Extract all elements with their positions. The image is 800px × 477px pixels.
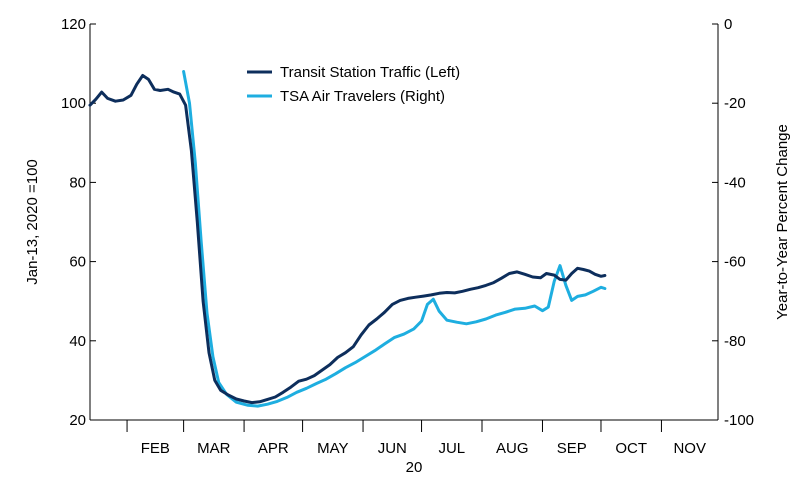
right-tick-label: -100: [724, 412, 754, 429]
series-lines: [88, 70, 607, 408]
month-label: MAY: [317, 440, 348, 457]
legend: Transit Station Traffic (Left) TSA Air T…: [247, 64, 460, 105]
right-axis-title: Year-to-Year Percent Change: [774, 124, 791, 320]
month-tick-labels: FEB MAR APR MAY JUN JUL AUG SEP OCT NOV: [141, 440, 706, 457]
right-tick-label: -60: [724, 254, 746, 271]
axis-ticks: [90, 23, 718, 432]
year-label: 20: [406, 459, 423, 476]
month-label: FEB: [141, 440, 170, 457]
month-label: SEP: [557, 440, 587, 457]
left-tick-label: 60: [69, 254, 86, 271]
month-label: NOV: [673, 440, 706, 457]
left-tick-label: 40: [69, 333, 86, 350]
left-tick-label: 100: [61, 95, 86, 112]
right-tick-label: -80: [724, 333, 746, 350]
right-tick-label: 0: [724, 16, 732, 33]
month-label: JUN: [378, 440, 407, 457]
left-tick-label: 80: [69, 174, 86, 191]
month-label: JUL: [438, 440, 465, 457]
month-label: OCT: [615, 440, 647, 457]
left-axis-title: Jan-13, 2020 =100: [24, 159, 41, 285]
left-tick-label: 20: [69, 412, 86, 429]
month-label: MAR: [197, 440, 231, 457]
right-tick-label: -20: [724, 95, 746, 112]
series-line-tsa: [182, 70, 607, 408]
right-axis-tick-labels: -100 -80 -60 -40 -20 0: [724, 16, 754, 429]
left-tick-label: 120: [61, 16, 86, 33]
left-axis-tick-labels: 20 40 60 80 100 120: [61, 16, 86, 429]
right-tick-label: -40: [724, 174, 746, 191]
month-label: APR: [258, 440, 289, 457]
month-label: AUG: [496, 440, 529, 457]
plot-frame: [89, 24, 719, 421]
series-line-transit: [88, 74, 607, 405]
legend-label-transit: Transit Station Traffic (Left): [280, 64, 460, 81]
legend-label-tsa: TSA Air Travelers (Right): [280, 88, 445, 105]
